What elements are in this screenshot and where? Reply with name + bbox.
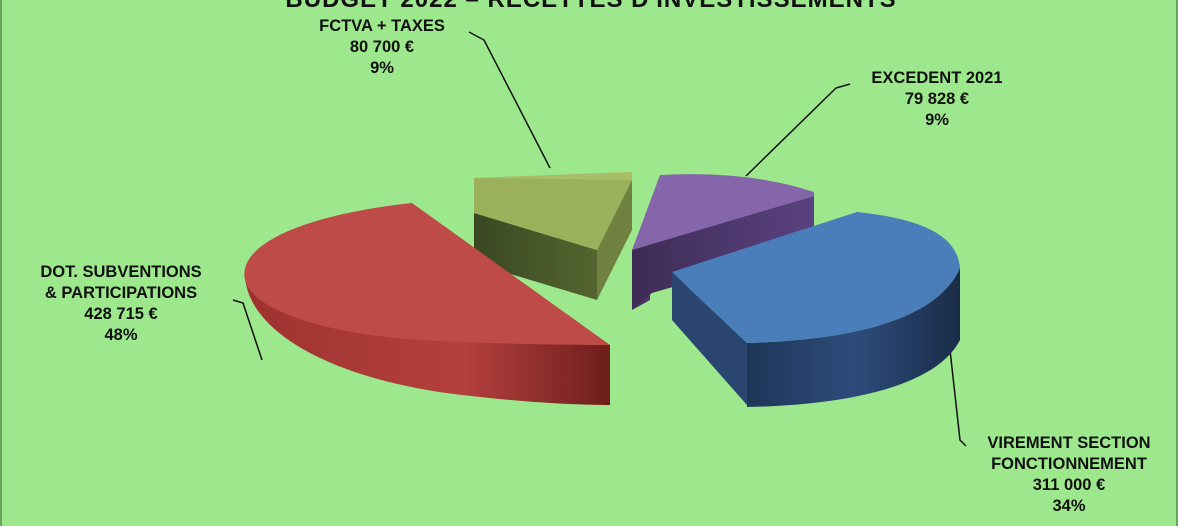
slice-label-virement-percent: 34%	[1052, 497, 1086, 515]
slice-label-dot-value: 428 715 €	[84, 305, 158, 323]
slice-label-virement: VIREMENT SECTION FONCTIONNEMENT 311 000 …	[962, 433, 1176, 517]
slice-label-virement-name-2: FONCTIONNEMENT	[991, 455, 1147, 473]
slice-label-dot-percent: 48%	[104, 326, 138, 344]
pie-slice-virement	[672, 212, 960, 407]
pie-slice-dot	[244, 203, 611, 405]
slice-label-virement-name-1: VIREMENT SECTION	[987, 434, 1151, 452]
leader-line-virement	[949, 349, 967, 447]
slice-label-fctva-name: FCTVA + TAXES	[319, 17, 445, 35]
chart-title: BUDGET 2022 – RECETTES D'INVESTISSEMENTS	[2, 0, 1176, 14]
slice-label-virement-value: 311 000 €	[1032, 476, 1106, 494]
slice-label-excedent-name: EXCEDENT 2021	[871, 69, 1003, 87]
slice-label-excedent-value: 79 828 €	[904, 90, 970, 108]
leader-line-dot	[232, 299, 263, 361]
slice-label-dot-name-1: DOT. SUBVENTIONS	[40, 263, 202, 281]
slice-label-fctva-value: 80 700 €	[349, 38, 415, 56]
slice-label-dot: DOT. SUBVENTIONS & PARTICIPATIONS 428 71…	[6, 262, 236, 346]
slice-label-fctva-percent: 9%	[370, 59, 394, 77]
pie-slice-fctva	[474, 172, 632, 300]
slice-label-excedent: EXCEDENT 2021 79 828 € 9%	[847, 68, 1027, 131]
leader-line-excedent	[745, 83, 851, 177]
slice-label-fctva: FCTVA + TAXES 80 700 € 9%	[292, 16, 472, 79]
slice-label-dot-name-2: & PARTICIPATIONS	[44, 284, 198, 302]
slice-label-excedent-percent: 9%	[925, 111, 949, 129]
leader-line-fctva	[468, 31, 551, 169]
